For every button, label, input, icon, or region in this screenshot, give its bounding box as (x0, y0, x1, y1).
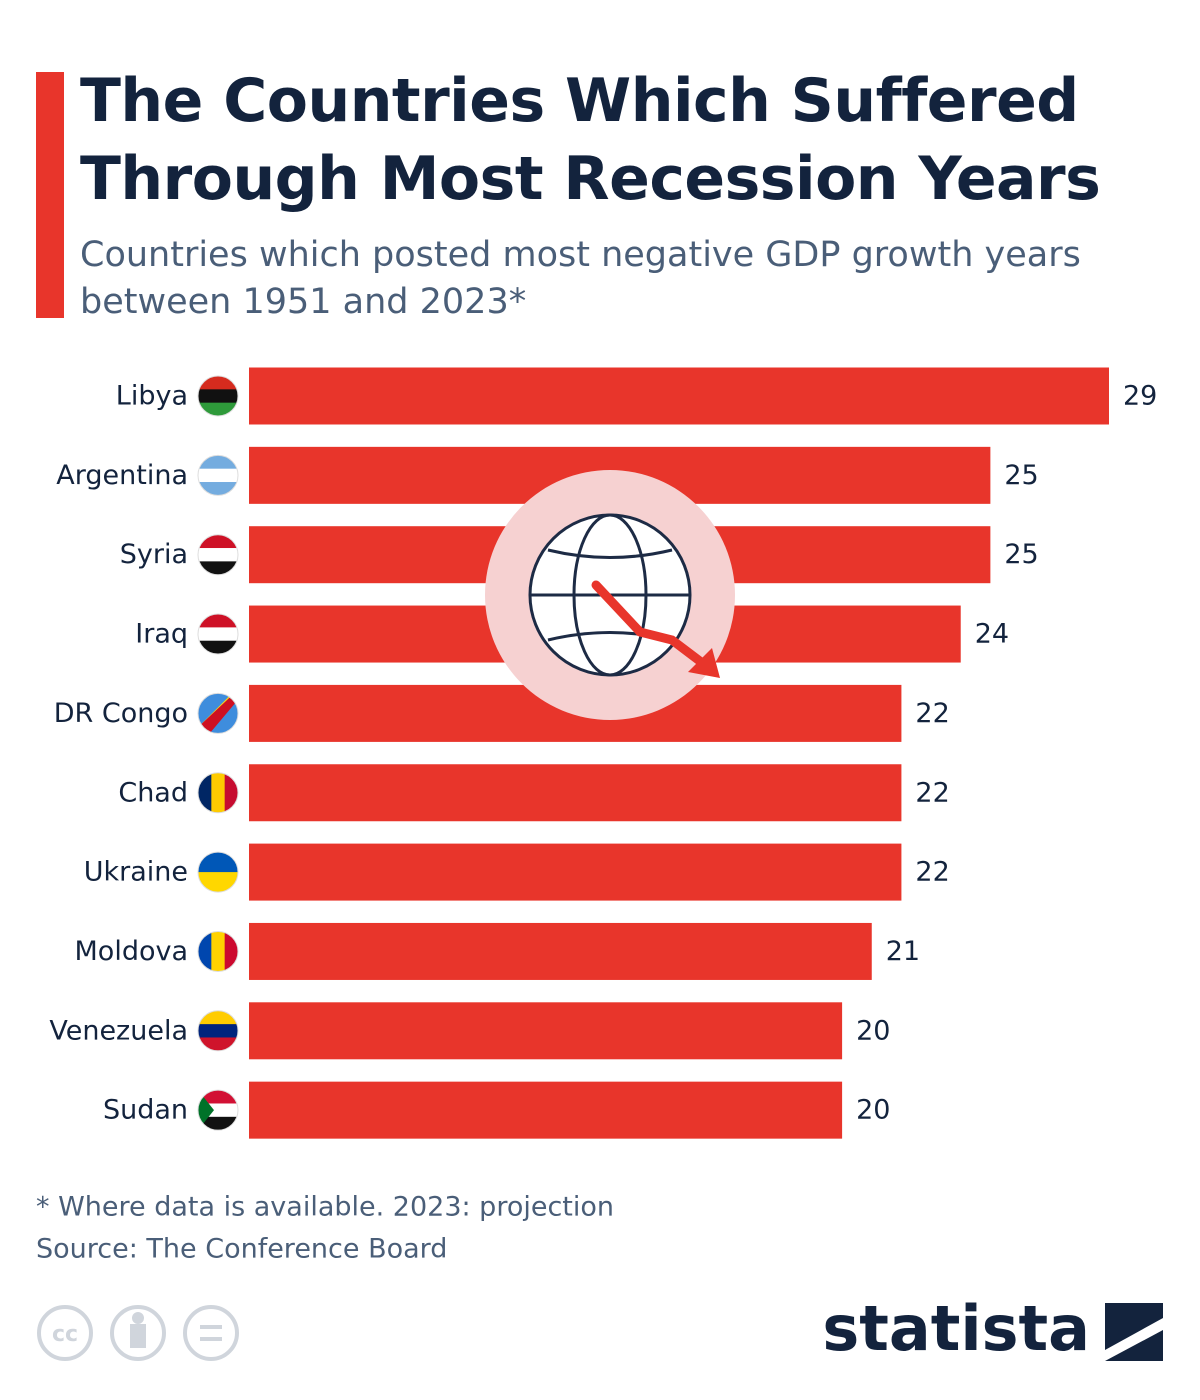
footnote: * Where data is available. 2023: project… (36, 1192, 614, 1223)
source: Source: The Conference Board (36, 1234, 447, 1265)
flag-stripe (198, 1090, 238, 1104)
flag-border (197, 375, 239, 417)
flag-stripe (198, 614, 238, 628)
bar (249, 843, 902, 901)
category-label: Syria (120, 539, 188, 570)
bar (249, 764, 902, 822)
category-label: Chad (118, 777, 188, 808)
bar (249, 922, 872, 980)
title: The Countries Which Suffered Through Mos… (80, 66, 1101, 214)
flag (198, 852, 238, 893)
flag-stripe (198, 376, 238, 390)
subtitle: Countries which posted most negative GDP… (80, 235, 1081, 322)
flag-stripe (198, 1024, 238, 1038)
flag-stripe (198, 640, 238, 655)
flag-stripe (198, 389, 238, 404)
value-label: 20 (856, 1095, 890, 1126)
category-label: Venezuela (49, 1015, 188, 1046)
value-label: 22 (915, 777, 949, 808)
flag-border (197, 851, 239, 893)
bar (249, 1081, 843, 1139)
flag (198, 693, 238, 734)
brand: statista (822, 1292, 1090, 1365)
accent-bar (36, 72, 64, 318)
value-label: 22 (915, 857, 949, 888)
flag-stripe (224, 931, 238, 972)
value-label: 29 (1123, 381, 1157, 412)
flag-border (197, 692, 239, 734)
flag-stripe (211, 931, 226, 972)
brand-logo (1105, 1303, 1163, 1361)
globe-icon (485, 470, 735, 720)
flag-stripe (198, 1010, 238, 1025)
category-label: Argentina (56, 460, 188, 491)
flag-stripe (198, 872, 238, 893)
flag-stripe (198, 548, 238, 562)
category-label: Moldova (75, 936, 189, 967)
flag-border (197, 1089, 239, 1131)
flag-border (197, 534, 239, 576)
flag-border (197, 772, 239, 814)
flag (198, 534, 238, 575)
value-label: 21 (886, 936, 920, 967)
value-label: 25 (1004, 539, 1038, 570)
bar (249, 367, 1109, 425)
flag (198, 931, 238, 972)
flag-border (197, 613, 239, 655)
license-icons (37, 1305, 239, 1361)
flag (198, 772, 238, 813)
flag-border (197, 930, 239, 972)
flag-stripe (198, 772, 212, 813)
flag-border (197, 454, 239, 496)
flag (198, 376, 238, 416)
flag (198, 614, 238, 655)
flag-stripe (200, 695, 238, 734)
value-label: 22 (915, 698, 949, 729)
flag (198, 455, 238, 496)
flag-stripe (198, 468, 238, 483)
flag-stripe (211, 772, 226, 813)
flag-stripe (198, 1037, 238, 1051)
category-label: DR Congo (54, 698, 188, 729)
flag-stripe (224, 772, 238, 813)
category-label: Sudan (103, 1095, 188, 1126)
flag (198, 1010, 238, 1051)
flag-stripe (198, 1090, 214, 1131)
flag-stripe (198, 402, 238, 416)
flag-stripe (198, 931, 212, 972)
flag-stripe (198, 482, 238, 496)
flag (198, 1090, 238, 1131)
license: cc (52, 1322, 78, 1347)
bar (249, 1002, 843, 1060)
value-label: 24 (975, 619, 1009, 650)
flag-border (197, 1010, 239, 1052)
flag-stripe (198, 1116, 238, 1131)
flag-stripe (198, 852, 238, 873)
flag-stripe (198, 534, 238, 549)
category-label: Ukraine (84, 857, 188, 888)
flag-stripe (198, 455, 238, 470)
value-label: 20 (856, 1015, 890, 1046)
value-label: 25 (1004, 460, 1038, 491)
flag-stripe (198, 561, 238, 575)
flag-stripe (198, 627, 238, 642)
category-label: Libya (116, 381, 188, 412)
category-label: Iraq (135, 619, 188, 650)
